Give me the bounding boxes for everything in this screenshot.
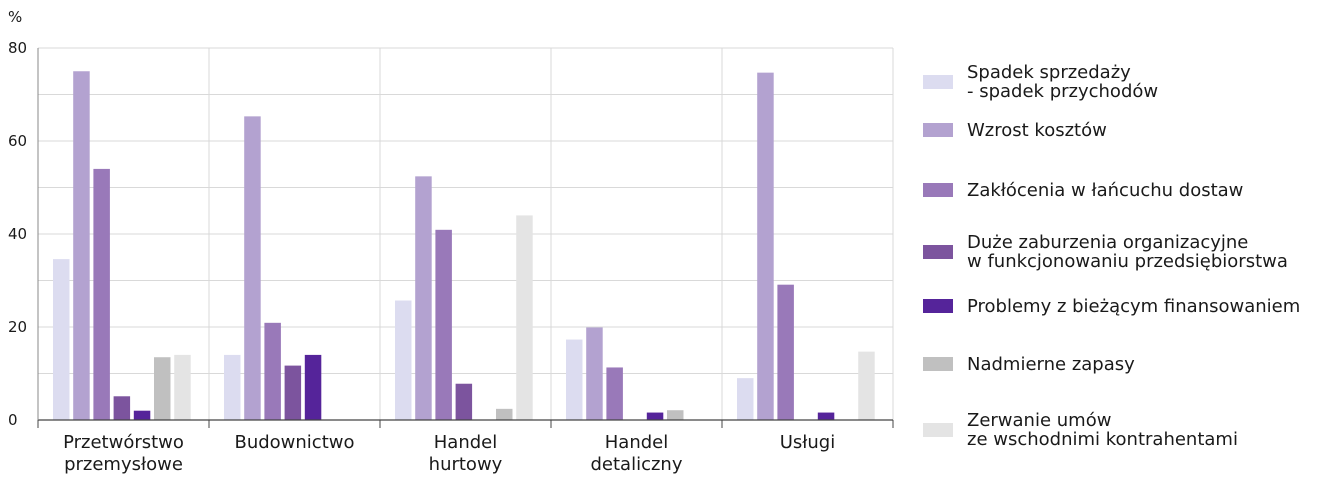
bar bbox=[566, 339, 583, 420]
bar bbox=[858, 351, 875, 420]
x-tick-label: Handel hurtowy bbox=[429, 432, 503, 475]
bar bbox=[455, 383, 473, 420]
bar bbox=[586, 327, 603, 420]
bar bbox=[93, 168, 110, 420]
legend-label: Spadek sprzedaży - spadek przychodów bbox=[967, 62, 1158, 102]
bar bbox=[817, 412, 835, 420]
x-tick-label: Przetwórstwo przemysłowe bbox=[63, 432, 184, 475]
bar bbox=[606, 367, 623, 420]
bar bbox=[133, 410, 151, 420]
bar bbox=[304, 354, 322, 420]
bar bbox=[73, 71, 90, 420]
legend-swatch bbox=[923, 245, 953, 259]
legend: Spadek sprzedaży - spadek przychodów Wzros… bbox=[923, 62, 1300, 450]
x-tick-label: Usługi bbox=[780, 432, 836, 453]
bar bbox=[435, 229, 452, 420]
bar bbox=[154, 357, 171, 420]
bar bbox=[737, 378, 754, 420]
bar bbox=[224, 354, 241, 420]
legend-label: Problemy z bieżącym finansowaniem bbox=[967, 296, 1300, 317]
bar bbox=[667, 410, 684, 420]
legend-label: Wzrost kosztów bbox=[967, 120, 1107, 141]
legend-swatch bbox=[923, 357, 953, 371]
y-tick-label: 0 bbox=[8, 411, 18, 429]
legend-swatch bbox=[923, 423, 953, 437]
bar bbox=[757, 72, 774, 421]
axes: 0 20 40 60 80% Przetwórstwo przemysłowe Budowni… bbox=[8, 8, 894, 475]
bars bbox=[53, 71, 875, 421]
bar bbox=[516, 215, 533, 420]
bar bbox=[264, 322, 281, 420]
bar bbox=[415, 176, 432, 420]
bar bbox=[496, 408, 513, 420]
bar bbox=[244, 116, 261, 420]
y-tick-label: 20 bbox=[8, 318, 27, 336]
bar bbox=[777, 284, 794, 420]
y-tick-label: 60 bbox=[8, 132, 27, 150]
legend-label: Zakłócenia w łańcuchu dostaw bbox=[967, 180, 1243, 201]
x-tick-label: Budownictwo bbox=[234, 432, 354, 453]
bar bbox=[113, 396, 131, 420]
legend-swatch bbox=[923, 123, 953, 137]
bar bbox=[53, 259, 70, 420]
legend-label: Nadmierne zapasy bbox=[967, 354, 1135, 375]
bar bbox=[174, 354, 191, 420]
grid bbox=[38, 47, 894, 420]
legend-label: Zerwanie umów ze wschodnimi kontrahentami bbox=[967, 410, 1238, 450]
bar bbox=[646, 412, 664, 420]
legend-swatch bbox=[923, 75, 953, 89]
bar bbox=[395, 300, 412, 420]
legend-label: Duże zaburzenia organizacyjne w funkcjono… bbox=[967, 232, 1288, 272]
legend-swatch bbox=[923, 183, 953, 197]
x-tick-label: Handel detaliczny bbox=[591, 432, 683, 475]
y-axis-unit: % bbox=[8, 8, 22, 26]
bar bbox=[284, 365, 302, 420]
y-tick-label: 80 bbox=[8, 39, 27, 57]
y-tick-label: 40 bbox=[8, 225, 27, 243]
legend-swatch bbox=[923, 299, 953, 313]
